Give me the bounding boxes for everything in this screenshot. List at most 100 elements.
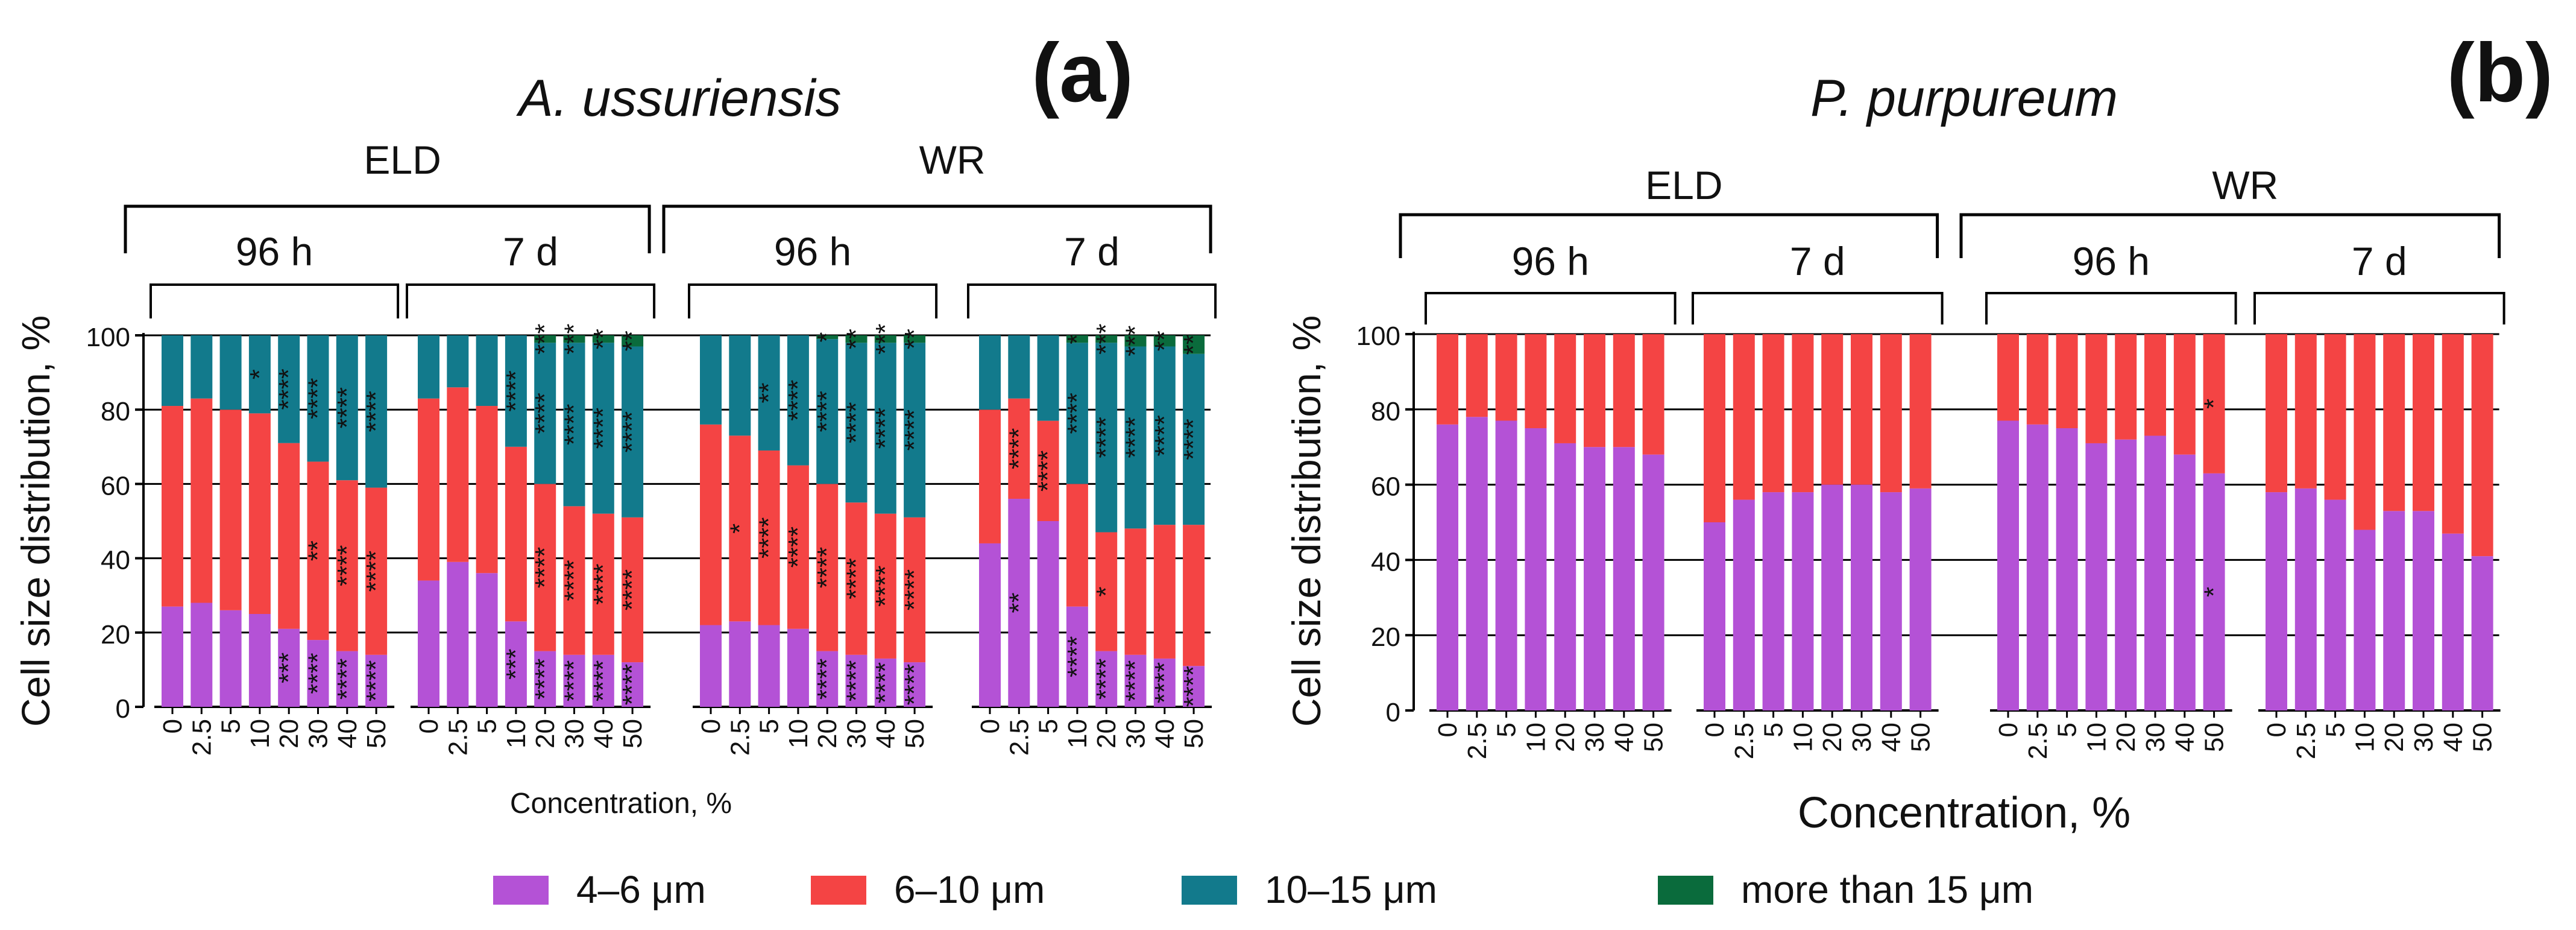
- x-tick-label: 0: [2262, 723, 2291, 737]
- x-tick-label: 50: [2200, 723, 2229, 752]
- significance-stars: ****: [617, 411, 647, 453]
- significance-stars: ****: [1062, 393, 1092, 434]
- x-tick-label: 40: [871, 719, 901, 748]
- bar-segment: [979, 410, 1001, 543]
- x-tick-label: 40: [2170, 723, 2200, 752]
- bar-segment: [248, 614, 271, 707]
- significance-stars: ****: [361, 660, 391, 702]
- bar-segment: [2354, 530, 2376, 710]
- bar-segment: [592, 343, 614, 514]
- bar-segment: [1437, 424, 1458, 710]
- bar-segment: [1880, 492, 1902, 710]
- bar-segment: [2324, 499, 2346, 710]
- significance-stars: ****: [1121, 660, 1150, 702]
- x-tick-label: 40: [589, 719, 619, 748]
- x-tick-label: 10: [245, 719, 275, 748]
- bar-segment: [2203, 473, 2225, 710]
- bar-segment: [365, 335, 388, 488]
- significance-stars: ****: [530, 659, 559, 700]
- treatment-bracket: [1399, 213, 1939, 258]
- bar-segment: [2442, 334, 2464, 534]
- x-tick-label: 10: [1521, 723, 1551, 752]
- bar-segment: [476, 573, 498, 707]
- bar-segment: [700, 625, 722, 707]
- bar-segment: [816, 335, 839, 340]
- significance-stars: *: [2199, 399, 2229, 409]
- x-tick-label: 50: [1906, 723, 1936, 752]
- bar-segment: [278, 443, 300, 629]
- significance-stars: ****: [899, 569, 929, 611]
- period-label: 7 d: [503, 229, 558, 274]
- x-tick-label: 20: [2111, 723, 2141, 752]
- bar-segment: [845, 343, 868, 503]
- period-label: 7 d: [1064, 229, 1120, 274]
- treatment-bracket: [1959, 213, 2501, 258]
- bar-segment: [1037, 521, 1059, 707]
- bar-segment: [622, 335, 644, 347]
- bar-segment: [904, 517, 926, 663]
- bar-segment: [904, 343, 926, 517]
- x-tick-label: 0: [158, 719, 187, 733]
- bar-segment: [1704, 522, 1725, 710]
- significance-stars: *: [2199, 587, 2229, 597]
- bar-segment: [307, 335, 329, 462]
- bar-segment: [365, 487, 388, 655]
- significance-stars: *: [725, 524, 754, 534]
- significance-stars: ***: [559, 323, 589, 354]
- bar-segment: [1095, 335, 1118, 343]
- x-tick-label: 0: [696, 719, 726, 733]
- bar-segment: [1909, 334, 1932, 489]
- bar-segment: [1095, 651, 1118, 707]
- bar-segment: [2056, 428, 2078, 710]
- bar-segment: [418, 335, 439, 399]
- bar-segment: [1851, 334, 1872, 485]
- bar-segment: [816, 651, 839, 707]
- significance-stars: ****: [812, 659, 842, 700]
- bar-segment: [1066, 484, 1088, 607]
- bar-segment: [2294, 488, 2317, 710]
- significance-stars: *: [1062, 334, 1092, 344]
- legend-label: more than 15 μm: [1741, 868, 2033, 911]
- bar-segment: [1466, 334, 1488, 417]
- bar-segment: [700, 424, 722, 625]
- y-tick-label: 20: [101, 620, 130, 650]
- bar-segment: [2324, 334, 2346, 500]
- bar-segment: [2354, 334, 2376, 530]
- bar-segment: [1066, 343, 1088, 484]
- x-tick-label: 30: [2409, 723, 2439, 752]
- bar-segment: [904, 335, 926, 343]
- bar-segment: [2144, 334, 2166, 436]
- legend-swatch: [1658, 876, 1713, 905]
- significance-stars: ****: [1062, 636, 1092, 678]
- bar-segment: [1095, 532, 1118, 651]
- period-bracket: [967, 283, 1217, 318]
- y-tick-label: 100: [86, 323, 130, 352]
- bar-segment: [1584, 447, 1605, 710]
- legend-swatch: [493, 876, 549, 905]
- y-tick-label: 20: [1371, 622, 1400, 652]
- bar-segment: [2266, 334, 2287, 493]
- x-tick-label: 30: [1847, 723, 1877, 752]
- significance-stars: ****: [812, 547, 842, 589]
- x-tick-label: 20: [2379, 723, 2409, 752]
- bar-segment: [1066, 335, 1088, 343]
- x-tick-label: 2.5: [2291, 723, 2321, 759]
- significance-stars: ****: [559, 560, 589, 601]
- bar-segment: [1851, 484, 1872, 710]
- bar-segment: [2413, 511, 2434, 710]
- significance-stars: ****: [332, 387, 362, 429]
- significance-stars: **: [1150, 331, 1179, 351]
- bar-segment: [729, 335, 751, 436]
- period-label: 96 h: [774, 229, 851, 274]
- bar-segment: [1880, 334, 1902, 493]
- bar-segment: [1008, 335, 1030, 399]
- x-tick-label: 30: [1121, 719, 1151, 748]
- bar-segment: [816, 484, 839, 651]
- significance-stars: **: [899, 329, 929, 349]
- x-tick-label: 5: [1759, 723, 1789, 737]
- significance-stars: ***: [530, 323, 559, 354]
- bar-segment: [2442, 533, 2464, 710]
- bar-segment: [2115, 334, 2137, 440]
- significance-stars: ****: [783, 380, 813, 422]
